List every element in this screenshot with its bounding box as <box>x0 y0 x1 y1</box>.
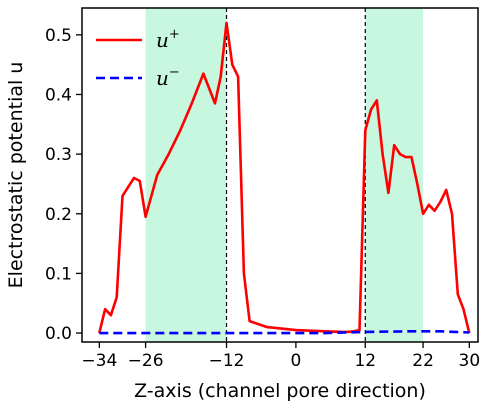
plot-frame <box>81 7 479 343</box>
series-line-u-minus <box>99 329 470 335</box>
y-axis-ticks: 0.0 0.1 0.2 0.3 0.4 0.5 <box>45 26 82 344</box>
data-series <box>98 21 471 335</box>
x-tick-label: −26 <box>128 351 164 371</box>
y-tick-label: 0.3 <box>45 145 72 165</box>
x-tick-label: −12 <box>209 351 245 371</box>
y-tick-label: 0.0 <box>45 324 72 344</box>
x-tick-label: 12 <box>354 351 376 371</box>
x-tick-label: 22 <box>412 351 434 371</box>
x-axis-label: Z-axis (channel pore direction) <box>134 380 426 402</box>
y-tick-label: 0.5 <box>45 26 72 46</box>
y-tick-label: 0.1 <box>45 264 72 284</box>
y-tick-label: 0.2 <box>45 205 72 225</box>
x-axis-ticks: −34 −26 −12 0 12 22 30 <box>81 342 480 371</box>
shaded-regions <box>145 8 424 342</box>
y-tick-label: 0.4 <box>45 85 72 105</box>
legend-label-superscript: + <box>169 27 180 42</box>
y-axis-label: Electrostatic potential u <box>5 62 27 289</box>
x-tick-label: 0 <box>290 351 301 371</box>
x-tick-label: 30 <box>459 351 481 371</box>
series-line-u-plus <box>98 21 471 334</box>
shaded-region-1 <box>145 8 227 342</box>
legend-label-superscript: − <box>169 65 180 80</box>
x-tick-label: −34 <box>81 351 117 371</box>
shaded-region-2 <box>365 8 424 342</box>
